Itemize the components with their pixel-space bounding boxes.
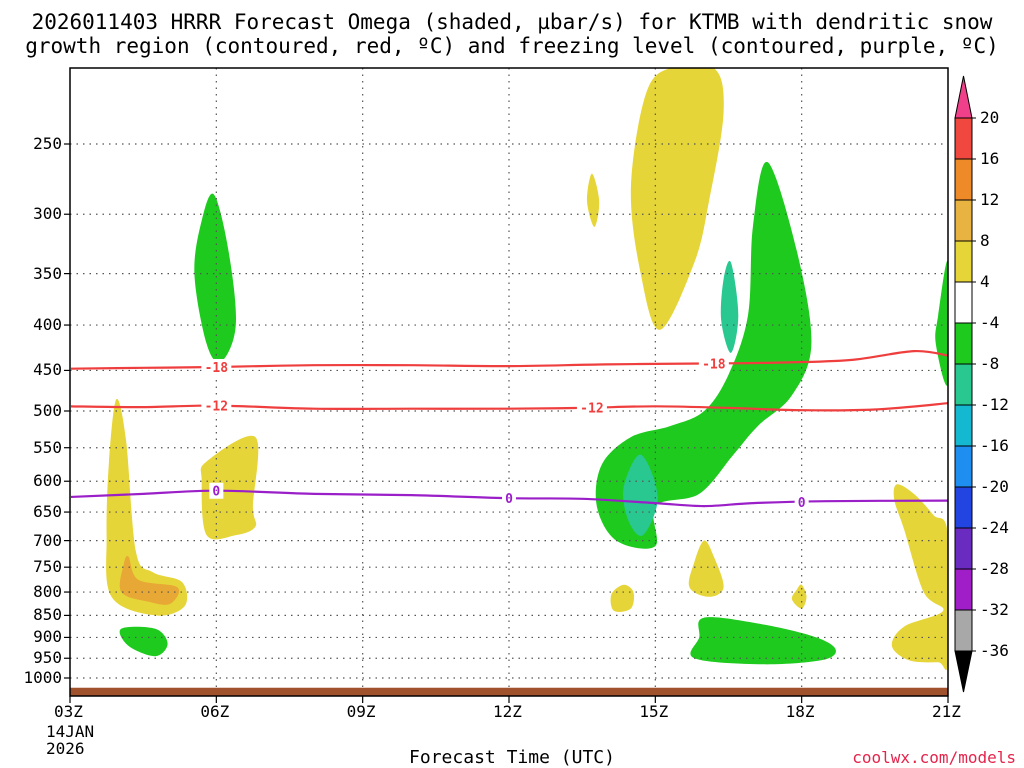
y-tick-label-600: 600 (33, 471, 62, 491)
colorbar-label-7: -12 (980, 395, 1009, 414)
contour-label-1-1: -12 (580, 402, 603, 417)
y-tick-label-750: 750 (33, 557, 62, 577)
x-tick-label-06Z: 06Z (200, 702, 230, 721)
colorbar-label-10: -24 (980, 518, 1009, 537)
contour-label-bg-2-2 (794, 493, 809, 510)
omega-region-6 (610, 584, 635, 612)
colorbar (954, 75, 976, 693)
colorbar-label-1: 16 (980, 149, 1000, 168)
colorbar-top-arrow (954, 75, 973, 119)
y-tick-label-450: 450 (33, 360, 62, 380)
colorbar-band-1 (954, 158, 973, 201)
y-tick-label-650: 650 (33, 502, 62, 522)
colorbar-band-11 (954, 568, 973, 611)
colorbar-label-5: -4 (980, 313, 1000, 332)
contour-label-2-0: 0 (212, 485, 220, 500)
colorbar-band-5 (954, 322, 973, 365)
colorbar-band-12 (954, 609, 973, 652)
colorbar-band-7 (954, 404, 973, 447)
x-tick-label-21Z: 21Z (932, 702, 961, 721)
contour-label-0-1: -18 (702, 357, 726, 372)
colorbar-band-4 (954, 281, 973, 324)
y-tick-label-950: 950 (33, 648, 62, 668)
contour-label-1-0: -12 (205, 400, 228, 415)
omega-region-13 (935, 260, 948, 386)
omega-region-14 (119, 626, 168, 657)
y-tick-label-250: 250 (33, 134, 62, 153)
colorbar-band-6 (954, 363, 973, 406)
colorbar-label-6: -8 (980, 354, 1000, 373)
omega-region-8 (791, 584, 807, 609)
contour-label-bg-1-0 (201, 397, 232, 414)
contour-lines: -18 -18 -12 -12 0 0 0 (70, 349, 948, 511)
colorbar-label-9: -20 (980, 477, 1009, 496)
y-tick-label-400: 400 (33, 315, 62, 335)
omega-region-9 (194, 193, 237, 363)
omega-region-15 (690, 617, 836, 665)
y-tick-label-800: 800 (33, 582, 62, 602)
x-tick-label-12Z: 12Z (493, 702, 522, 721)
ground-rect (70, 687, 948, 696)
site-credit: coolwx.com/models (852, 748, 1016, 767)
plot-frame (64, 67, 949, 703)
colorbar-label-2: 12 (980, 190, 1000, 209)
y-tick-label-1000: 1000 (23, 668, 62, 687)
chart-title-line-2: growth region (contoured, red, ºC) and f… (25, 34, 999, 58)
colorbar-label-0: 20 (980, 108, 1000, 127)
year-label: 2026 (46, 739, 85, 758)
contour-label-bg-0-0 (201, 358, 232, 375)
grid-lines (70, 68, 948, 696)
omega-region-12 (623, 454, 658, 536)
colorbar-label-12: -32 (980, 600, 1009, 619)
y-tick-label-700: 700 (33, 530, 62, 550)
contour-label-2-2: 0 (798, 496, 806, 511)
x-tick-label-18Z: 18Z (785, 702, 815, 721)
contour-label-bg-0-1 (698, 355, 729, 372)
date-label: 14JAN (46, 722, 95, 741)
omega-region-10 (595, 161, 812, 549)
contour-label-bg-2-0 (209, 482, 224, 499)
y-tick-label-900: 900 (33, 627, 62, 647)
contour-label-bg-1-1 (576, 399, 607, 416)
colorbar-band-9 (954, 486, 973, 529)
colorbar-band-2 (954, 199, 973, 242)
x-tick-label-09Z: 09Z (346, 702, 376, 721)
colorbar-label-13: -36 (980, 641, 1009, 660)
contour-label-0-0: -18 (205, 361, 229, 376)
y-tick-label-300: 300 (33, 204, 62, 224)
x-axis-title: Forecast Time (UTC) (409, 747, 615, 768)
contour-label-bg-2-1 (502, 490, 516, 507)
y-tick-label-500: 500 (33, 401, 62, 420)
colorbar-label-3: 8 (980, 231, 990, 250)
chart-title-line-1: 2026011403 HRRR Forecast Omega (shaded, … (31, 10, 993, 34)
x-tick-label-15Z: 15Z (639, 702, 669, 721)
colorbar-band-8 (954, 445, 973, 488)
colorbar-label-8: -16 (980, 436, 1009, 455)
colorbar-band-3 (954, 240, 973, 283)
contour-label-2-1: 0 (505, 492, 513, 507)
x-tick-label-03Z: 03Z (54, 702, 83, 721)
y-tick-label-350: 350 (33, 263, 62, 283)
y-tick-label-850: 850 (33, 605, 62, 625)
y-tick-label-550: 550 (33, 437, 62, 457)
colorbar-bottom-arrow (954, 650, 973, 693)
colorbar-label-4: 4 (980, 272, 990, 291)
omega-region-2 (119, 556, 180, 605)
omega-region-5 (586, 173, 600, 227)
omega-region-0 (630, 68, 724, 330)
colorbar-label-11: -28 (980, 559, 1009, 578)
omega-region-4 (891, 484, 948, 671)
colorbar-band-0 (954, 117, 973, 160)
ground-band (70, 687, 948, 696)
omega-region-11 (720, 260, 739, 353)
omega-region-3 (200, 435, 259, 540)
omega-region-7 (688, 540, 724, 597)
colorbar-band-10 (954, 527, 973, 570)
